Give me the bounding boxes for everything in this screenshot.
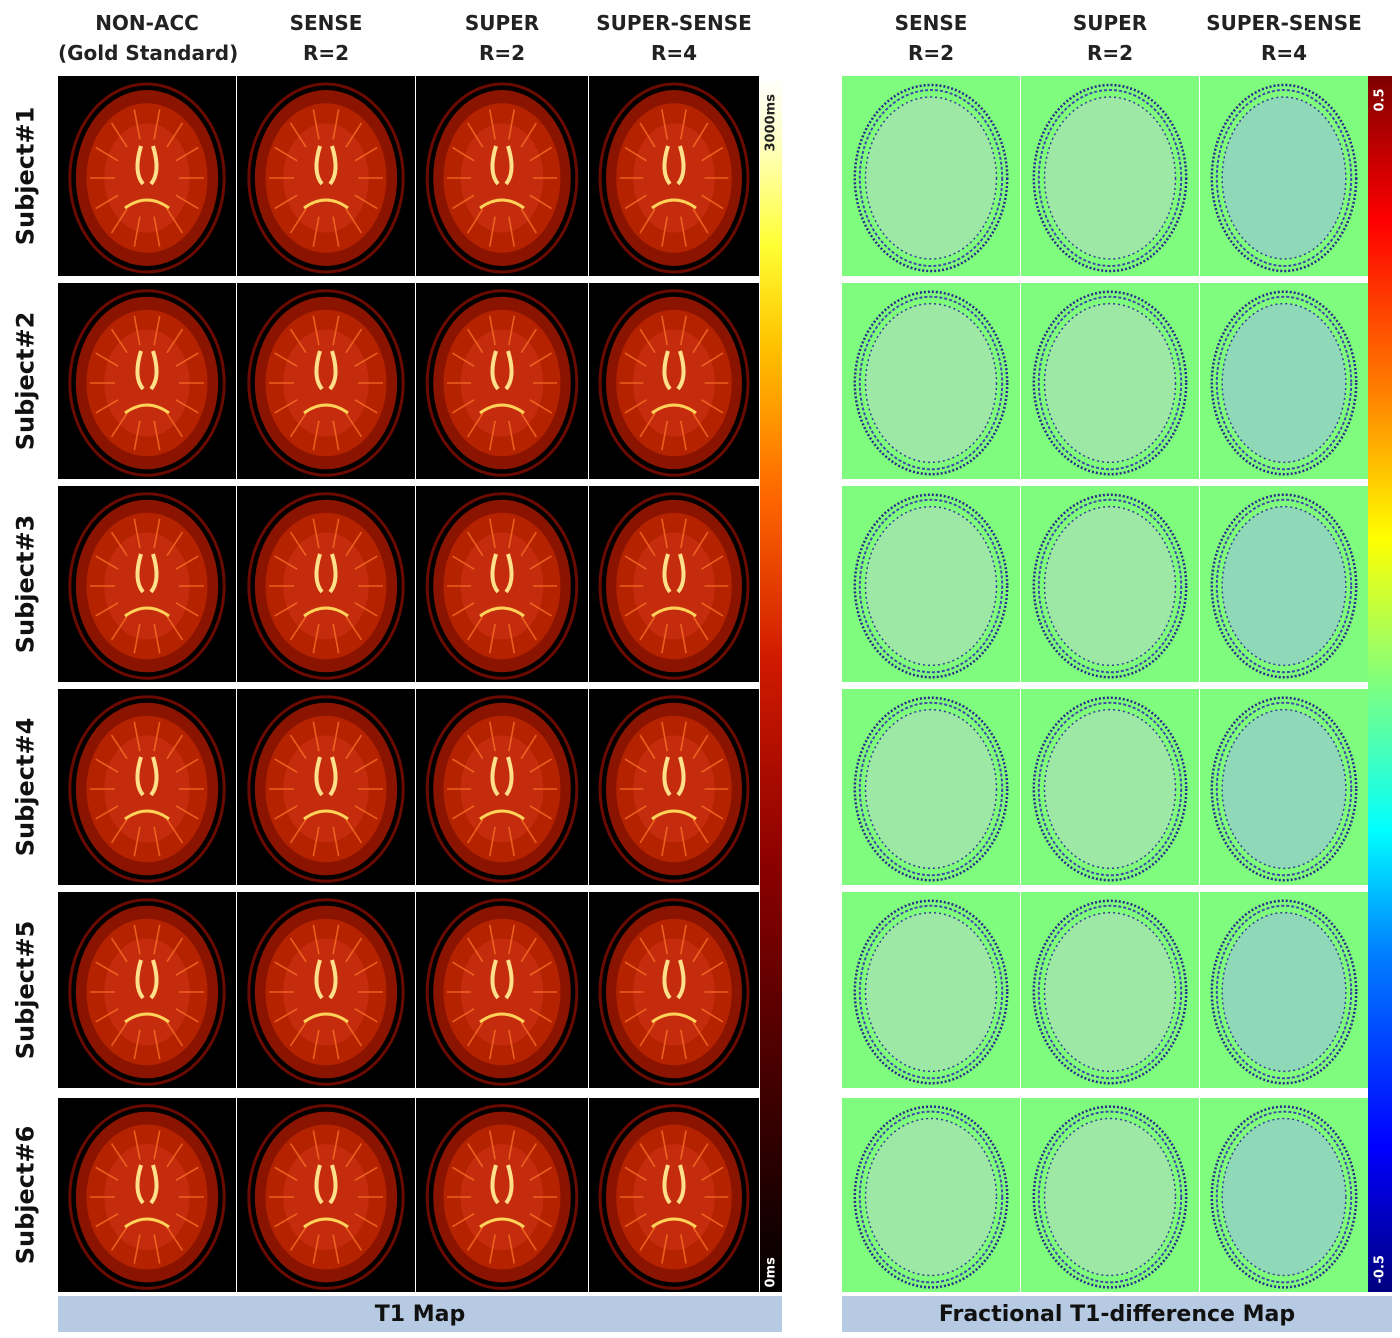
t1-colorbar bbox=[760, 76, 782, 1292]
column-header-non-acc: NON-ACC (Gold Standard) bbox=[58, 8, 239, 68]
column-header-line1: SUPER-SENSE bbox=[1206, 11, 1362, 35]
difference-map-image-subject-4-col-2 bbox=[1021, 689, 1199, 885]
difference-map-image-subject-2-col-1 bbox=[842, 283, 1020, 479]
row-label-subject-4: Subject#4 bbox=[11, 717, 39, 857]
t1-map-image-subject-4-col-1 bbox=[58, 689, 236, 885]
t1-map-image-subject-3-col-2 bbox=[237, 486, 415, 682]
diff-colorbar-max-label: 0.5 bbox=[1372, 88, 1388, 112]
t1-map-image-subject-4-col-3 bbox=[416, 689, 588, 885]
t1-map-image-subject-3-col-4 bbox=[589, 486, 759, 682]
difference-map-image-subject-3-col-1 bbox=[842, 486, 1020, 682]
t1-map-image-subject-1-col-2 bbox=[237, 76, 415, 276]
row-label-subject-5: Subject#5 bbox=[11, 920, 39, 1060]
diff-column-header-sense: SENSE R=2 bbox=[842, 8, 1020, 68]
difference-map-image-subject-4-col-1 bbox=[842, 689, 1020, 885]
footer-t1-map: T1 Map bbox=[58, 1296, 782, 1332]
t1-map-image-subject-3-col-3 bbox=[416, 486, 588, 682]
t1-colorbar-min-label: 0ms bbox=[763, 1257, 779, 1288]
difference-map-image-subject-2-col-2 bbox=[1021, 283, 1199, 479]
difference-map-image-subject-5-col-3 bbox=[1200, 892, 1368, 1088]
difference-map-image-subject-6-col-1 bbox=[842, 1098, 1020, 1292]
column-header-line2: R=4 bbox=[1260, 41, 1308, 65]
t1-map-image-subject-3-col-1 bbox=[58, 486, 236, 682]
difference-map-image-subject-1-col-2 bbox=[1021, 76, 1199, 276]
column-header-line1: SUPER-SENSE bbox=[596, 11, 752, 35]
row-label-subject-1: Subject#1 bbox=[11, 106, 39, 246]
column-header-line2: R=2 bbox=[478, 41, 526, 65]
column-header-super: SUPER R=2 bbox=[416, 8, 588, 68]
difference-map-image-subject-1-col-3 bbox=[1200, 76, 1368, 276]
column-header-line2: R=2 bbox=[907, 41, 955, 65]
column-header-line1: SENSE bbox=[894, 11, 968, 35]
column-header-line2: R=2 bbox=[302, 41, 350, 65]
column-header-super-sense: SUPER-SENSE R=4 bbox=[589, 8, 759, 68]
t1-map-image-subject-2-col-2 bbox=[237, 283, 415, 479]
t1-map-image-subject-2-col-1 bbox=[58, 283, 236, 479]
diff-column-header-super-sense: SUPER-SENSE R=4 bbox=[1200, 8, 1368, 68]
t1-map-image-subject-1-col-3 bbox=[416, 76, 588, 276]
row-label-subject-3: Subject#3 bbox=[11, 514, 39, 654]
t1-map-image-subject-2-col-4 bbox=[589, 283, 759, 479]
column-header-sense: SENSE R=2 bbox=[237, 8, 415, 68]
difference-map-image-subject-2-col-3 bbox=[1200, 283, 1368, 479]
t1-map-image-subject-5-col-4 bbox=[589, 892, 759, 1088]
column-header-line1: NON-ACC bbox=[95, 11, 199, 35]
difference-map-image-subject-1-col-1 bbox=[842, 76, 1020, 276]
diff-colorbar bbox=[1368, 76, 1392, 1292]
column-header-line1: SENSE bbox=[289, 11, 363, 35]
difference-map-image-subject-4-col-3 bbox=[1200, 689, 1368, 885]
t1-map-image-subject-1-col-1 bbox=[58, 76, 236, 276]
difference-map-image-subject-6-col-3 bbox=[1200, 1098, 1368, 1292]
difference-map-image-subject-3-col-2 bbox=[1021, 486, 1199, 682]
t1-map-image-subject-6-col-2 bbox=[237, 1098, 415, 1292]
t1-map-image-subject-5-col-1 bbox=[58, 892, 236, 1088]
t1-map-image-subject-4-col-2 bbox=[237, 689, 415, 885]
row-label-subject-6: Subject#6 bbox=[11, 1125, 39, 1265]
t1-map-image-subject-4-col-4 bbox=[589, 689, 759, 885]
difference-map-image-subject-3-col-3 bbox=[1200, 486, 1368, 682]
difference-map-image-subject-5-col-2 bbox=[1021, 892, 1199, 1088]
diff-column-header-super: SUPER R=2 bbox=[1021, 8, 1199, 68]
t1-map-image-subject-6-col-3 bbox=[416, 1098, 588, 1292]
t1-map-image-subject-1-col-4 bbox=[589, 76, 759, 276]
column-header-line1: SUPER bbox=[1072, 11, 1148, 35]
t1-map-image-subject-2-col-3 bbox=[416, 283, 588, 479]
t1-map-image-subject-5-col-2 bbox=[237, 892, 415, 1088]
difference-map-image-subject-5-col-1 bbox=[842, 892, 1020, 1088]
diff-colorbar-min-label: -0.5 bbox=[1372, 1255, 1388, 1284]
column-header-line2: R=4 bbox=[650, 41, 698, 65]
row-label-subject-2: Subject#2 bbox=[11, 311, 39, 451]
t1-map-image-subject-6-col-1 bbox=[58, 1098, 236, 1292]
t1-colorbar-max-label: 3000ms bbox=[763, 94, 779, 152]
column-header-line2: (Gold Standard) bbox=[58, 41, 239, 65]
t1-map-image-subject-5-col-3 bbox=[416, 892, 588, 1088]
footer-fractional-difference-map: Fractional T1-difference Map bbox=[842, 1296, 1392, 1332]
t1-map-image-subject-6-col-4 bbox=[589, 1098, 759, 1292]
difference-map-image-subject-6-col-2 bbox=[1021, 1098, 1199, 1292]
column-header-line2: R=2 bbox=[1086, 41, 1134, 65]
column-header-line1: SUPER bbox=[464, 11, 540, 35]
